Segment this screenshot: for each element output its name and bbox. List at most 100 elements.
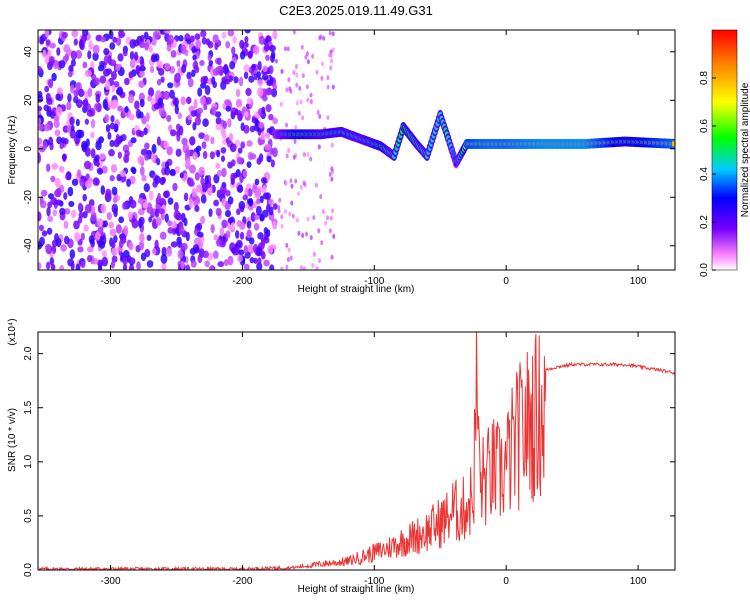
noise-speckle [280, 266, 284, 270]
noise-blob [44, 85, 50, 93]
noise-blob [260, 177, 267, 184]
snr-scale-label: (x10⁴) [7, 318, 18, 345]
noise-blob [213, 234, 219, 241]
noise-blob [110, 115, 115, 123]
noise-blob [260, 131, 265, 140]
noise-blob [261, 209, 269, 218]
noise-blob [176, 212, 182, 221]
noise-blob [104, 113, 110, 123]
noise-blob [201, 141, 207, 150]
noise-blob [180, 96, 186, 106]
noise-blob [135, 65, 140, 75]
noise-blob [222, 120, 228, 130]
noise-blob [210, 136, 215, 145]
noise-blob [118, 216, 125, 224]
snr-series-line [38, 332, 675, 570]
noise-blob [107, 101, 114, 110]
noise-blob [214, 111, 222, 118]
noise-blob [115, 63, 121, 72]
noise-blob [135, 129, 142, 137]
noise-blob [263, 259, 270, 267]
noise-blob [185, 158, 191, 167]
noise-blob [194, 65, 200, 74]
noise-speckle [331, 31, 335, 37]
noise-blob [109, 122, 115, 130]
noise-speckle [291, 213, 295, 219]
noise-blob [139, 70, 146, 78]
noise-blob [143, 127, 148, 136]
noise-blob [205, 96, 212, 105]
noise-blob [87, 87, 93, 98]
noise-blob [42, 49, 47, 59]
noise-blob [112, 99, 119, 109]
noise-speckle [284, 122, 288, 128]
noise-blob [219, 185, 227, 195]
x-tick-label: 0 [503, 276, 509, 287]
noise-blob [105, 188, 112, 199]
noise-speckle [304, 231, 308, 237]
figure-title: C2E3.2025.019.11.49.G31 [279, 3, 433, 18]
noise-speckle [292, 30, 296, 35]
noise-blob [92, 44, 100, 55]
noise-blob [109, 175, 115, 182]
noise-blob [167, 34, 174, 45]
noise-blob [50, 263, 56, 270]
noise-blob [58, 165, 65, 173]
noise-speckle [331, 208, 335, 214]
noise-blob [71, 178, 79, 186]
noise-blob [246, 140, 253, 147]
spectrogram-x-label: Height of straight line (km) [298, 284, 415, 295]
noise-blob [84, 180, 92, 189]
noise-blob [164, 62, 171, 71]
snr-y-label: SNR (10 * v/v) [7, 408, 18, 472]
noise-blob [176, 60, 181, 68]
noise-blob [45, 243, 52, 250]
noise-blob [94, 231, 101, 241]
noise-blob [111, 240, 116, 249]
noise-blob [151, 248, 157, 255]
noise-speckle [295, 217, 299, 223]
noise-blob [52, 209, 58, 217]
noise-speckle [283, 46, 287, 52]
noise-speckle [315, 69, 319, 75]
noise-speckle [317, 228, 321, 234]
colorbar-ticks: 0.0 0.2 0.4 0.6 0.8 [699, 71, 716, 277]
noise-blob [196, 184, 203, 193]
noise-blob [105, 68, 113, 75]
noise-blob [130, 137, 137, 144]
noise-blob [246, 229, 252, 239]
noise-blob [258, 121, 265, 129]
noise-blob [44, 30, 50, 38]
noise-speckle [274, 58, 278, 64]
noise-blob [56, 87, 63, 95]
noise-blob [90, 148, 96, 159]
noise-blob [122, 263, 128, 270]
noise-blob [262, 95, 268, 102]
noise-blob [198, 132, 205, 139]
noise-blob [236, 220, 243, 227]
noise-blob [41, 230, 48, 237]
noise-blob [131, 167, 137, 175]
noise-blob [212, 34, 219, 44]
noise-speckle [300, 265, 304, 270]
y-tick-label: 20 [23, 94, 34, 106]
noise-blob [46, 105, 52, 114]
noise-blob [257, 60, 262, 71]
noise-blob [192, 121, 197, 131]
noise-speckle [326, 215, 330, 221]
noise-blob [177, 241, 183, 248]
noise-speckle [290, 200, 294, 206]
noise-blob [172, 182, 178, 192]
noise-blob [199, 96, 206, 105]
noise-blob [270, 159, 275, 168]
x-tick-label: -200 [232, 576, 252, 587]
noise-speckle [288, 86, 292, 92]
noise-blob [229, 143, 237, 153]
noise-blob [192, 54, 197, 61]
noise-blob [128, 71, 134, 79]
y-tick-label: -40 [23, 238, 34, 253]
noise-blob [95, 93, 101, 103]
noise-blob [63, 138, 69, 145]
noise-blob [39, 236, 45, 246]
